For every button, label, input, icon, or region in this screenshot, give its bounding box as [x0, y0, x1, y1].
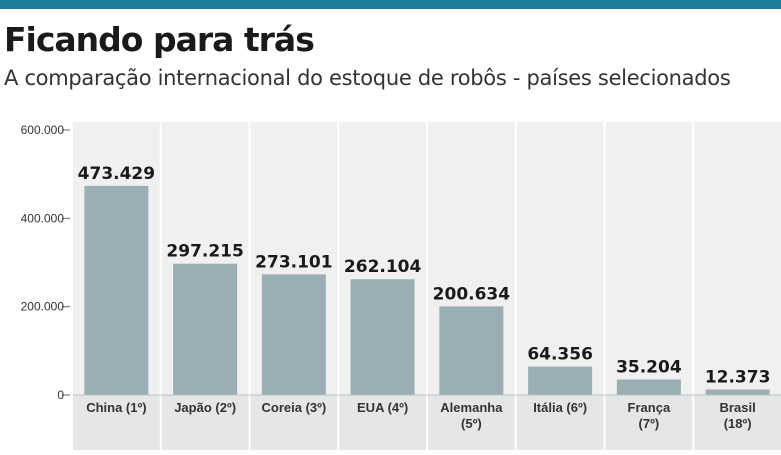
category-label: Coreia (3º)	[262, 400, 327, 415]
column-background	[516, 122, 604, 395]
category-label-background	[428, 395, 515, 450]
category-label: Brasil	[720, 400, 756, 415]
bar	[173, 263, 238, 395]
bar	[705, 389, 770, 395]
chart-title: Ficando para trás	[4, 20, 315, 59]
y-tick-label: 200.000	[21, 300, 65, 314]
category-label: (18º)	[724, 416, 752, 431]
data-label: 12.373	[705, 368, 771, 388]
data-label: 35.204	[616, 357, 682, 377]
data-label: 200.634	[433, 284, 511, 304]
category-label-background	[694, 395, 781, 450]
data-label: 473.429	[78, 164, 155, 184]
category-label-background	[73, 395, 160, 450]
bar	[616, 379, 681, 395]
category-label: EUA (4º)	[357, 400, 408, 415]
data-label: 262.104	[344, 257, 422, 277]
category-label: França	[628, 400, 671, 415]
category-label: China (1º)	[86, 400, 146, 415]
category-label: Japão (2º)	[174, 400, 236, 415]
category-label-background	[516, 395, 604, 450]
category-label-background	[161, 395, 249, 450]
category-label-background	[605, 395, 693, 450]
category-label: (5º)	[461, 416, 482, 431]
bar	[84, 185, 149, 395]
bar	[528, 366, 593, 395]
data-label: 273.101	[255, 252, 332, 272]
bar	[350, 279, 415, 395]
data-label: 297.215	[166, 242, 243, 262]
category-label-background	[339, 395, 426, 450]
chart-subtitle: A comparação internacional do estoque de…	[4, 66, 731, 90]
column-background	[694, 122, 781, 395]
category-label: (7º)	[639, 416, 660, 431]
category-label: Itália (6º)	[533, 400, 587, 415]
category-label: Alemanha	[440, 400, 503, 415]
bar-chart: 0 200.000 400.000 600.000 473.429 China (1º) 2…	[21, 122, 781, 450]
bar	[439, 306, 504, 395]
y-tick-label: 400.000	[21, 211, 65, 225]
data-label: 64.356	[527, 345, 593, 365]
column-background	[605, 122, 693, 395]
y-tick-label: 600.000	[21, 123, 65, 137]
y-tick-label: 0	[57, 388, 64, 402]
category-label-background	[250, 395, 338, 450]
top-accent-bar	[0, 0, 781, 9]
bar	[261, 274, 326, 395]
